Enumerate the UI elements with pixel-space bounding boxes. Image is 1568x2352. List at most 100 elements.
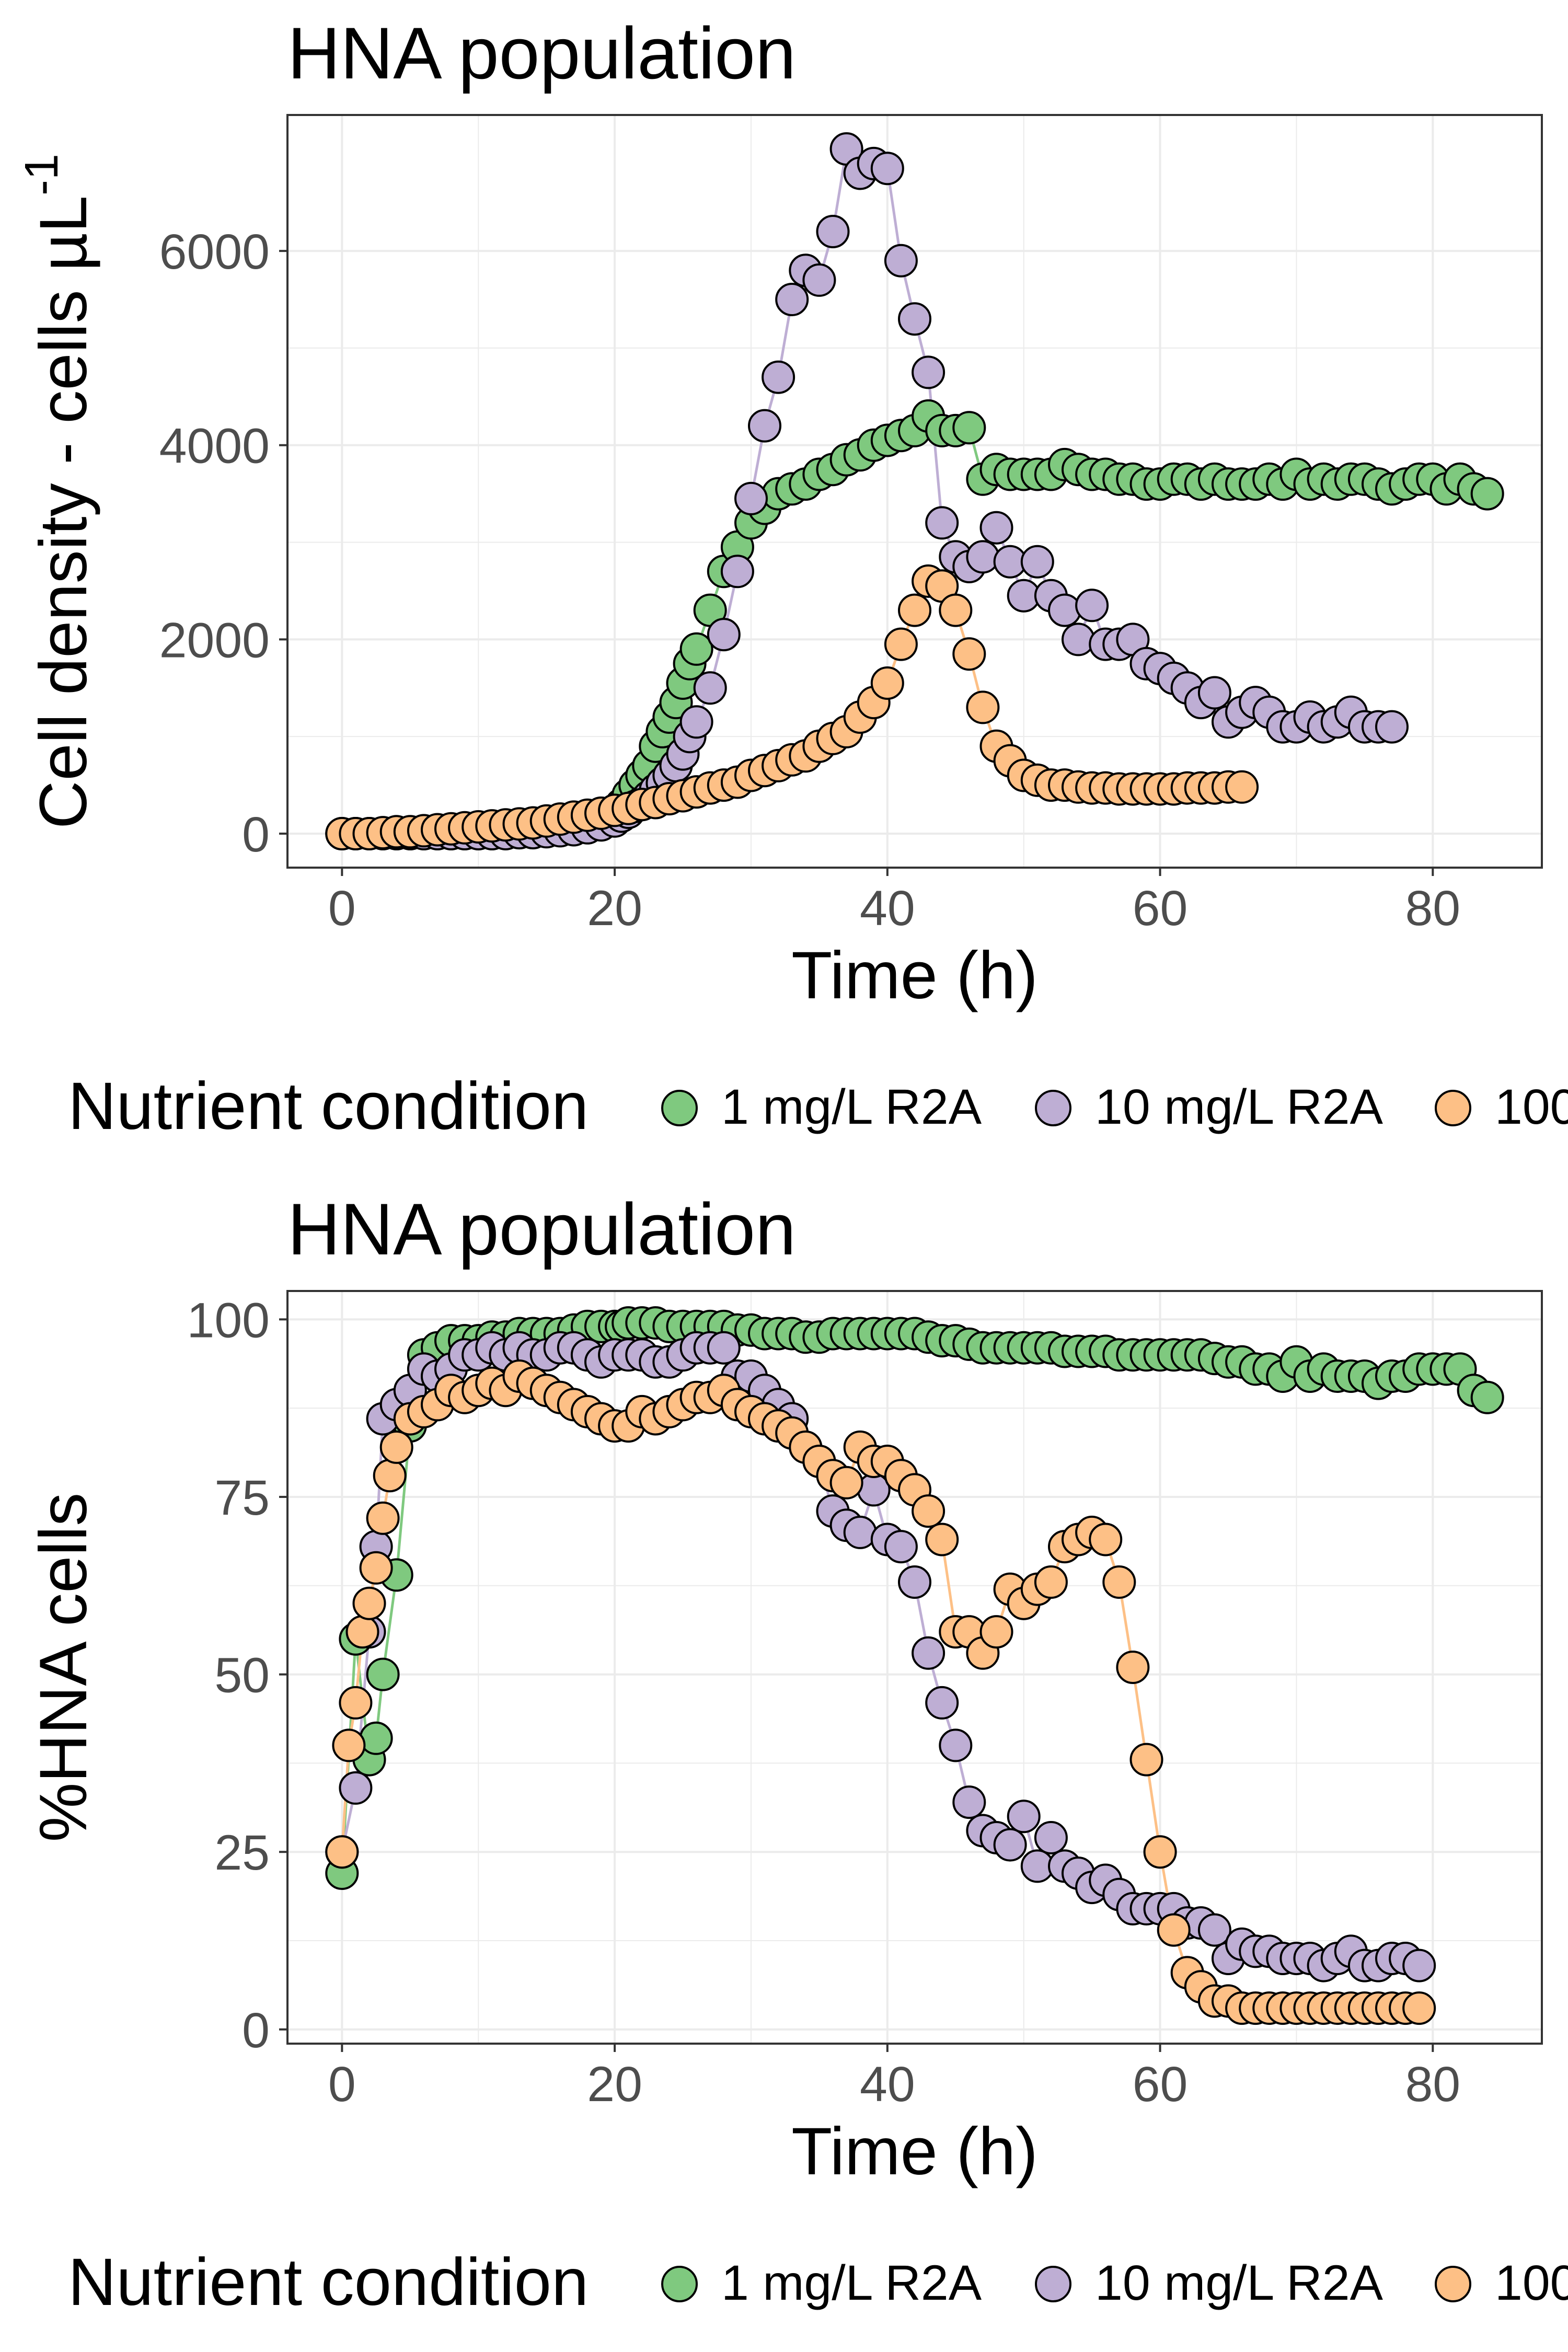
y-tick-label: 100	[187, 1293, 270, 1348]
y-tick-label: 0	[242, 807, 270, 862]
data-point-series-2	[373, 1459, 407, 1493]
data-point-series-0	[952, 411, 986, 445]
x-tick-label: 0	[328, 881, 356, 936]
y-tick-label: 75	[214, 1470, 270, 1526]
data-point-series-1	[1197, 676, 1231, 710]
data-point-series-1	[748, 409, 781, 443]
x-tick-label: 20	[587, 2057, 642, 2112]
data-point-series-2	[1402, 1991, 1436, 2025]
y-axis-label-1-superscript: -1	[16, 154, 68, 195]
x-tick-label: 80	[1405, 2057, 1460, 2112]
data-point-series-1	[912, 355, 946, 389]
x-axis-label-2: Time (h)	[791, 2114, 1038, 2189]
data-point-series-1	[707, 618, 741, 652]
data-point-series-1	[925, 1686, 959, 1720]
data-point-series-1	[707, 1331, 741, 1365]
legend-title-2: Nutrient condition	[68, 2245, 589, 2320]
marks-1	[325, 132, 1504, 850]
y-axis-1: 0 2000 4000 6000	[159, 224, 287, 862]
chart-title-1: HNA population	[287, 12, 796, 94]
data-point-series-2	[979, 1615, 1013, 1649]
data-point-series-2	[952, 637, 986, 671]
data-point-series-0	[1470, 1380, 1504, 1414]
panel-percent-hna: HNA population 0 25 50 75 100 0 20 40 60 80 Time…	[26, 1188, 1543, 2189]
data-point-series-1	[679, 705, 713, 739]
data-point-series-1	[802, 263, 836, 297]
x-axis-2: 0 20 40 60 80	[328, 2044, 1460, 2112]
data-point-series-2	[925, 1523, 959, 1557]
data-point-series-1	[762, 360, 795, 394]
legend-key-2-2	[1435, 2266, 1471, 2302]
data-point-series-1	[1020, 545, 1054, 579]
data-point-series-2	[898, 593, 931, 627]
data-point-series-0	[366, 1657, 400, 1691]
data-point-series-2	[325, 1835, 359, 1869]
panel-cell-density: HNA population 0 2000 4000 6000 0 20 40 60 80 T…	[16, 12, 1543, 1013]
y-axis-2: 0 25 50 75 100	[187, 1293, 287, 2058]
x-tick-label: 60	[1133, 881, 1188, 936]
data-point-series-1	[952, 1785, 986, 1819]
plot-area-2	[287, 1291, 1542, 2044]
legend-key-1-1	[1035, 1090, 1071, 1126]
legend-label-1-2: 100 mg/L R2A	[1495, 1079, 1568, 1135]
data-point-series-1	[775, 283, 809, 316]
legend-label-1-1: 10 mg/L R2A	[1095, 1079, 1383, 1135]
y-tick-label: 4000	[159, 419, 270, 474]
data-point-series-0	[1470, 477, 1504, 511]
data-point-series-1	[870, 152, 904, 186]
x-tick-label: 40	[860, 2057, 915, 2112]
y-tick-label: 0	[242, 2003, 270, 2058]
legend-label-1-0: 1 mg/L R2A	[721, 1079, 982, 1135]
data-point-series-0	[679, 632, 713, 666]
data-point-series-1	[734, 481, 768, 515]
legend-label-2-0: 1 mg/L R2A	[721, 2255, 982, 2311]
data-point-series-2	[352, 1586, 386, 1620]
y-axis-label-1: Cell density - cells µL-1	[16, 154, 101, 829]
data-point-series-2	[366, 1501, 400, 1535]
legend-key-2-1	[1035, 2266, 1071, 2302]
y-axis-label-2: %HNA cells	[26, 1493, 101, 1842]
data-point-series-2	[939, 593, 973, 627]
data-point-series-1	[979, 511, 1013, 545]
data-point-series-1	[1075, 589, 1109, 622]
data-point-series-2	[1157, 1913, 1191, 1947]
data-point-series-2	[912, 1494, 946, 1528]
data-point-series-2	[1116, 1651, 1150, 1684]
data-point-series-1	[898, 1565, 931, 1599]
data-point-series-1	[816, 215, 850, 248]
data-point-series-1	[939, 1728, 973, 1762]
data-point-series-2	[1102, 1565, 1136, 1599]
x-tick-label: 0	[328, 2057, 356, 2112]
data-point-series-2	[345, 1615, 379, 1649]
legend-key-1-2	[1435, 1090, 1471, 1126]
data-point-series-1	[1375, 710, 1409, 744]
data-point-series-1	[884, 1530, 918, 1564]
x-axis-1: 0 20 40 60 80	[328, 868, 1460, 936]
data-point-series-2	[1129, 1743, 1163, 1777]
legend-2: Nutrient condition 1 mg/L R2A 10 mg/L R2…	[68, 2245, 1568, 2320]
data-point-series-2	[1143, 1835, 1177, 1869]
data-point-series-2	[966, 690, 1000, 724]
y-axis-label-1-main: Cell density - cells µL	[26, 195, 101, 829]
x-tick-label: 80	[1405, 881, 1460, 936]
data-point-series-2	[829, 1466, 863, 1500]
legend-1: Nutrient condition 1 mg/L R2A 10 mg/L R2…	[68, 1069, 1568, 1144]
y-tick-label: 6000	[159, 224, 270, 280]
y-axis-label-1-group: Cell density - cells µL-1	[16, 154, 101, 829]
data-point-series-1	[1402, 1949, 1436, 1982]
legend-label-2-2: 100 mg/L R2A	[1495, 2255, 1568, 2311]
data-point-series-2	[339, 1686, 373, 1720]
legend-title-1: Nutrient condition	[68, 1069, 589, 1144]
data-point-series-1	[339, 1771, 373, 1805]
data-point-series-2	[870, 666, 904, 700]
data-point-series-1	[912, 1636, 946, 1670]
data-point-series-1	[1062, 622, 1095, 656]
legend-key-2-0	[661, 2266, 698, 2302]
plot-border-1	[286, 114, 1543, 869]
x-axis-label-1: Time (h)	[791, 938, 1038, 1013]
plot-border-2	[286, 1290, 1543, 2045]
data-point-series-2	[1089, 1523, 1123, 1557]
data-point-series-2	[379, 1430, 413, 1464]
data-point-series-1	[720, 555, 754, 589]
